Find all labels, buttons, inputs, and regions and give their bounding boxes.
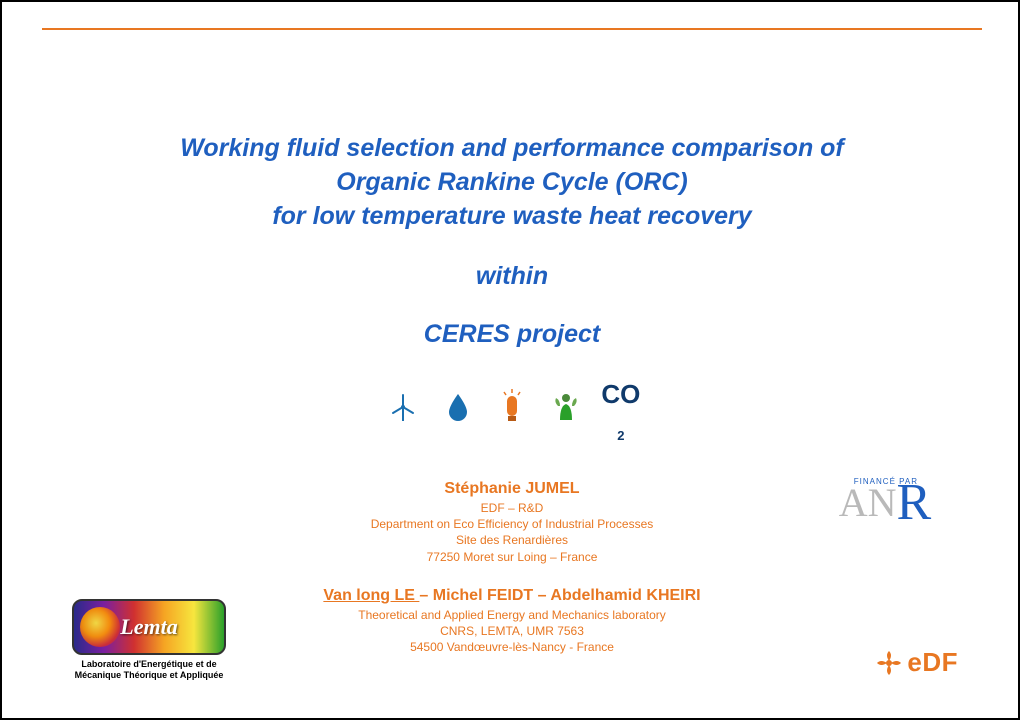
aff2-line3: 54500 Vandœuvre-lès-Nancy - France: [410, 640, 614, 654]
subtitle-within: within: [62, 262, 962, 291]
author-2-lead: Van long LE: [323, 587, 419, 604]
lemta-caption: Laboratoire d'Energétique et de Mécaniqu…: [64, 659, 234, 680]
lemta-badge: Lemta: [72, 599, 226, 655]
lemta-name: Lemta: [120, 614, 177, 640]
edf-text: eDF: [907, 647, 958, 678]
lightbulb-icon: [487, 389, 537, 430]
top-divider: [42, 28, 982, 30]
title-line-2: Organic Rankine Cycle (ORC): [336, 168, 687, 196]
anr-r: R: [897, 474, 932, 531]
title-line-3: for low temperature waste heat recovery: [272, 202, 751, 230]
aff1-line1: EDF – R&D: [481, 501, 544, 515]
aff1-line2: Department on Eco Efficiency of Industri…: [371, 517, 654, 531]
aff1-line4: 77250 Moret sur Loing – France: [427, 550, 598, 564]
wind-icon: [378, 391, 428, 428]
anr-logo: FINANCÉ PAR ANR: [830, 477, 940, 519]
co2-icon: CO 2: [596, 377, 646, 443]
aff2-line2: CNRS, LEMTA, UMR 7563: [440, 624, 584, 638]
edf-logo: eDF: [875, 647, 958, 678]
lemta-cap-2: Mécanique Théorique et Appliquée: [75, 670, 224, 680]
anr-an: AN: [839, 480, 897, 525]
slide: Working fluid selection and performance …: [2, 2, 1018, 718]
icons-row: CO 2: [2, 377, 1020, 443]
subtitle-project: CERES project: [62, 320, 962, 349]
slide-title: Working fluid selection and performance …: [62, 132, 962, 233]
lemta-swirl-icon: [80, 607, 120, 647]
anr-text: ANR: [830, 484, 940, 519]
author-1-name: Stéphanie JUMEL: [262, 480, 762, 498]
lemta-cap-1: Laboratoire d'Energétique et de: [81, 659, 216, 669]
water-drop-icon: [433, 391, 483, 428]
edf-swirl-icon: [875, 649, 903, 677]
author-2-affiliation: Theoretical and Applied Energy and Mecha…: [262, 607, 762, 656]
author-2-names: Van long LE – Michel FEIDT – Abdelhamid …: [262, 587, 762, 605]
aff2-line1: Theoretical and Applied Energy and Mecha…: [358, 608, 666, 622]
eco-person-icon: [541, 390, 591, 429]
aff1-line3: Site des Renardières: [456, 533, 568, 547]
title-line-1: Working fluid selection and performance …: [180, 134, 844, 162]
co2-sub: 2: [617, 428, 624, 443]
author-1-affiliation: EDF – R&D Department on Eco Efficiency o…: [262, 500, 762, 565]
lemta-logo: Lemta Laboratoire d'Energétique et de Mé…: [64, 599, 234, 680]
author-2-rest: – Michel FEIDT – Abdelhamid KHEIRI: [419, 587, 700, 604]
co2-text: CO: [596, 379, 646, 410]
